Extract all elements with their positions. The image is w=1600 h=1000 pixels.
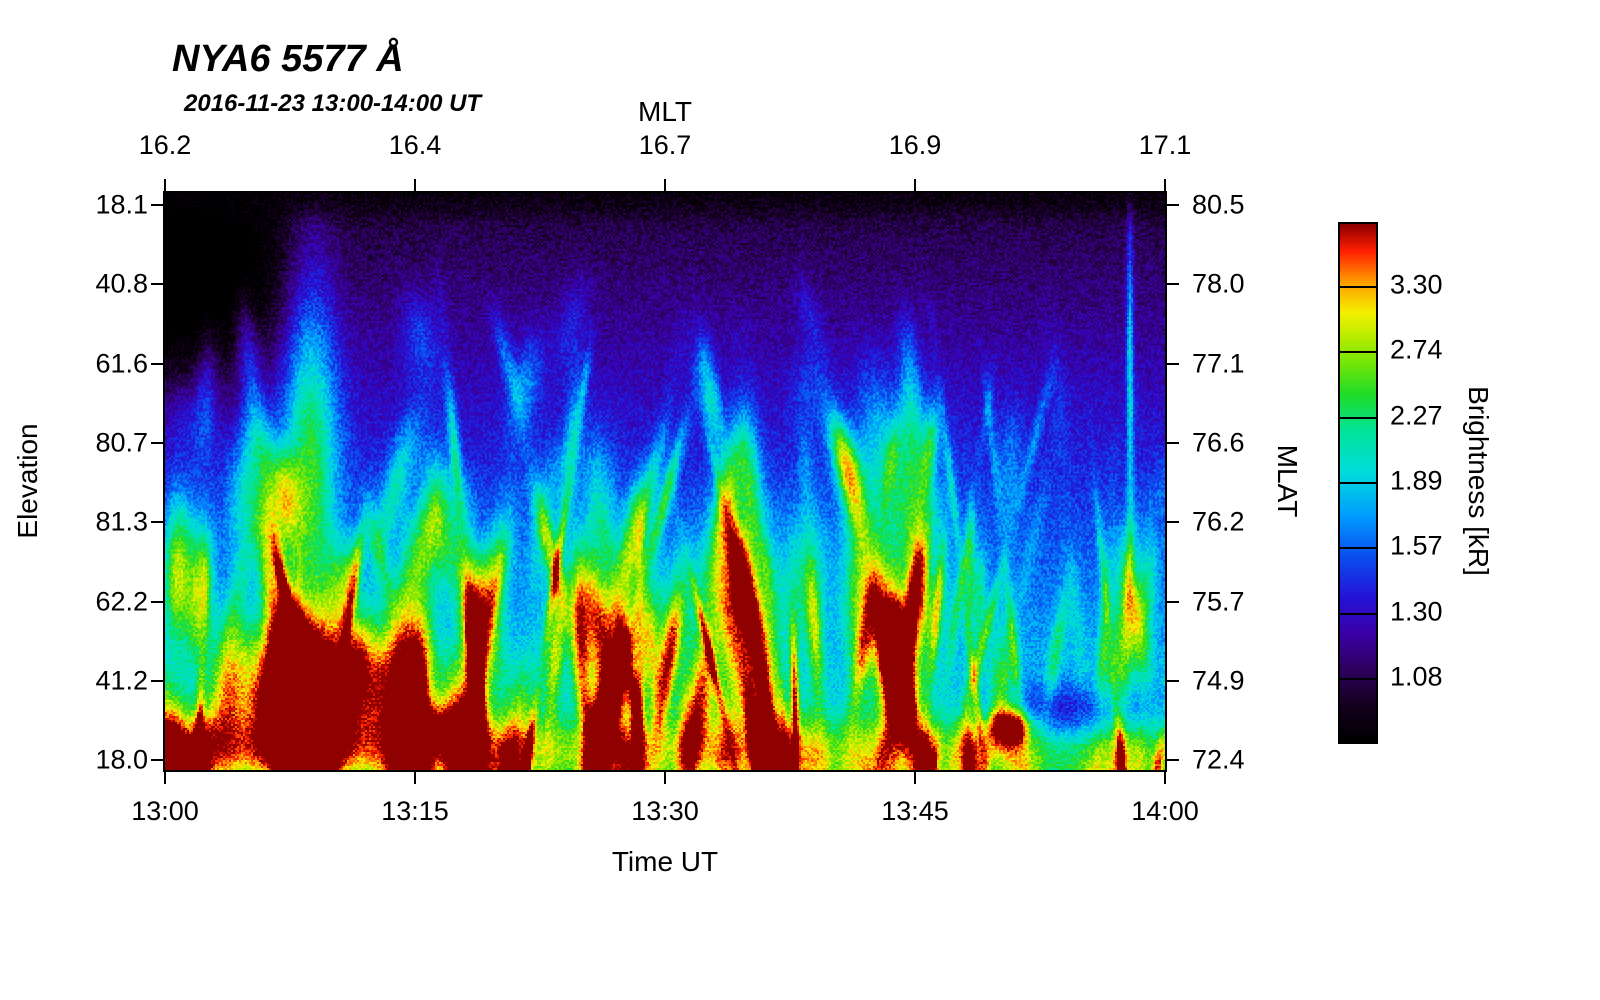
tick-label: 80.5 bbox=[1192, 189, 1245, 220]
tick-label: 1.30 bbox=[1390, 596, 1443, 627]
colorbar-tick-line bbox=[1340, 547, 1376, 550]
top-tick-labels: 16.2 16.4 16.7 16.9 17.1 bbox=[139, 130, 1192, 164]
tick-label: 2.27 bbox=[1390, 400, 1443, 431]
colorbar-tick-line bbox=[1340, 416, 1376, 419]
tick-label: 78.0 bbox=[1192, 268, 1245, 299]
tick-label: 17.1 bbox=[1138, 130, 1192, 160]
right-axis-title: MLAT bbox=[1272, 444, 1303, 518]
colorbar bbox=[1338, 222, 1378, 744]
colorbar-tick-line bbox=[1340, 286, 1376, 289]
tick-label: 1.89 bbox=[1390, 465, 1443, 496]
tick-label: 13:45 bbox=[881, 796, 949, 826]
tick-mark bbox=[414, 770, 416, 784]
tick-label: 2.74 bbox=[1390, 334, 1443, 365]
tick-label: 18.0 bbox=[95, 744, 148, 775]
tick-label: 81.3 bbox=[95, 506, 148, 537]
plot-subtitle: 2016-11-23 13:00-14:00 UT bbox=[184, 90, 482, 117]
tick-mark bbox=[1165, 204, 1179, 207]
tick-mark bbox=[1164, 179, 1166, 193]
tick-label: 1.08 bbox=[1390, 661, 1443, 692]
tick-mark bbox=[1165, 521, 1179, 524]
keogram-heatmap-canvas bbox=[165, 193, 1165, 770]
tick-label: 18.1 bbox=[95, 189, 148, 220]
tick-label: 41.2 bbox=[95, 665, 148, 696]
top-tick-marks bbox=[164, 179, 1166, 193]
left-tick-marks bbox=[151, 193, 165, 770]
bottom-tick-marks bbox=[164, 770, 1166, 784]
right-tick-labels: 80.5 78.0 77.1 76.6 76.2 75.7 74.9 72.4 bbox=[1192, 189, 1282, 775]
colorbar-tick-line bbox=[1340, 677, 1376, 680]
tick-label: 72.4 bbox=[1192, 744, 1245, 775]
tick-mark bbox=[164, 770, 166, 784]
colorbar-tick-line bbox=[1340, 482, 1376, 484]
left-tick-labels: 18.1 40.8 61.6 80.7 81.3 62.2 41.2 18.0 bbox=[60, 189, 148, 775]
top-axis-title: MLT bbox=[638, 96, 692, 127]
tick-label: 13:30 bbox=[631, 796, 699, 826]
tick-mark bbox=[1165, 680, 1179, 683]
tick-label: 76.6 bbox=[1192, 427, 1245, 458]
plot-title: NYA6 5577 Å bbox=[172, 38, 404, 80]
colorbar-tick-labels: 3.30 2.74 2.27 1.89 1.57 1.30 1.08 bbox=[1390, 222, 1480, 740]
tick-mark bbox=[414, 179, 416, 193]
tick-label: 16.7 bbox=[638, 130, 692, 160]
tick-mark bbox=[151, 759, 165, 762]
tick-mark bbox=[151, 600, 165, 603]
tick-label: 61.6 bbox=[95, 348, 148, 379]
tick-label: 75.7 bbox=[1192, 586, 1245, 617]
tick-mark bbox=[151, 362, 165, 365]
tick-mark bbox=[1165, 362, 1179, 365]
tick-mark bbox=[151, 680, 165, 683]
tick-label: 16.4 bbox=[388, 130, 442, 160]
tick-label: 16.9 bbox=[888, 130, 942, 160]
tick-label: 3.30 bbox=[1390, 269, 1443, 300]
tick-mark bbox=[164, 179, 166, 193]
tick-mark bbox=[151, 441, 165, 444]
tick-mark bbox=[1165, 283, 1179, 286]
tick-mark bbox=[914, 179, 916, 193]
tick-label: 74.9 bbox=[1192, 665, 1245, 696]
tick-mark bbox=[664, 179, 666, 193]
tick-label: 40.8 bbox=[95, 268, 148, 299]
tick-mark bbox=[1164, 770, 1166, 784]
tick-label: 13:15 bbox=[381, 796, 449, 826]
tick-mark bbox=[151, 204, 165, 207]
tick-label: 13:00 bbox=[131, 796, 199, 826]
plot-area bbox=[163, 191, 1167, 772]
colorbar-tick-line bbox=[1340, 612, 1376, 615]
bottom-axis-title: Time UT bbox=[611, 846, 719, 877]
bottom-tick-labels: 13:00 13:15 13:30 13:45 14:00 bbox=[131, 796, 1199, 830]
tick-label: 1.57 bbox=[1390, 530, 1443, 561]
tick-label: 16.2 bbox=[138, 130, 192, 160]
tick-label: 76.2 bbox=[1192, 506, 1245, 537]
tick-mark bbox=[664, 770, 666, 784]
tick-mark bbox=[151, 283, 165, 286]
tick-mark bbox=[1165, 441, 1179, 444]
tick-label: 80.7 bbox=[95, 427, 148, 458]
tick-label: 77.1 bbox=[1192, 348, 1245, 379]
tick-mark bbox=[1165, 759, 1179, 762]
tick-mark bbox=[151, 521, 165, 524]
left-axis-title: Elevation bbox=[12, 423, 43, 539]
tick-mark bbox=[914, 770, 916, 784]
colorbar-title: Brightness [kR] bbox=[1463, 386, 1494, 576]
right-tick-marks bbox=[1165, 193, 1179, 770]
tick-label: 14:00 bbox=[1131, 796, 1199, 826]
colorbar-tick-line bbox=[1340, 351, 1376, 354]
tick-label: 62.2 bbox=[95, 586, 148, 617]
tick-mark bbox=[1165, 600, 1179, 603]
